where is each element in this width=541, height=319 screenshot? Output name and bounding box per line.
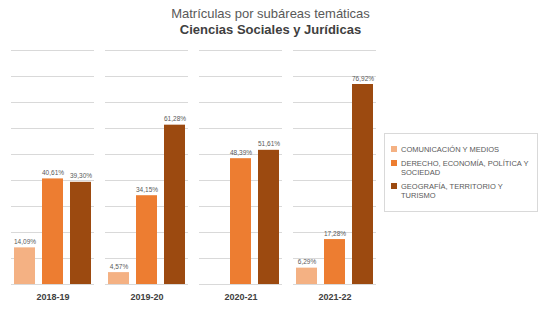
html-text:GEOGRAFÍA, TERRITORIO Y TURISM: GEOGRAFÍA, TERRITORIO Y TURISMO	[401, 181, 503, 200]
html-text:Ciencias Sociales y Jurídicas: Ciencias Sociales y Jurídicas	[179, 22, 362, 37]
svg-text:76,92%: 76,92%	[352, 75, 374, 82]
svg-text:51,61%: 51,61%	[258, 140, 280, 147]
svg-text:2021-22: 2021-22	[318, 292, 351, 302]
html-text:COMUNICACIÓN Y MEDIOS: COMUNICACIÓN Y MEDIOS	[401, 144, 500, 154]
html-text:Matrículas por subáreas temáti: Matrículas por subáreas temáticas	[171, 6, 370, 21]
html-text:DERECHO, ECONOMÍA, POLÍTICA Y: DERECHO, ECONOMÍA, POLÍTICA Y SOCIEDAD	[401, 158, 529, 177]
svg-text:2019-20: 2019-20	[130, 292, 163, 302]
svg-text:6,29%: 6,29%	[298, 258, 317, 265]
svg-text:61,28%: 61,28%	[164, 115, 186, 122]
svg-text:40,61%: 40,61%	[42, 169, 64, 176]
svg-text:14,09%: 14,09%	[14, 238, 36, 245]
svg-text:2018-19: 2018-19	[36, 292, 69, 302]
svg-text:4,57%: 4,57%	[110, 263, 129, 270]
svg-text:48,39%: 48,39%	[230, 149, 252, 156]
svg-text:39,30%: 39,30%	[70, 172, 92, 179]
svg-text:17,28%: 17,28%	[324, 230, 346, 237]
svg-text:2020-21: 2020-21	[224, 292, 257, 302]
svg-text:34,15%: 34,15%	[136, 186, 158, 193]
